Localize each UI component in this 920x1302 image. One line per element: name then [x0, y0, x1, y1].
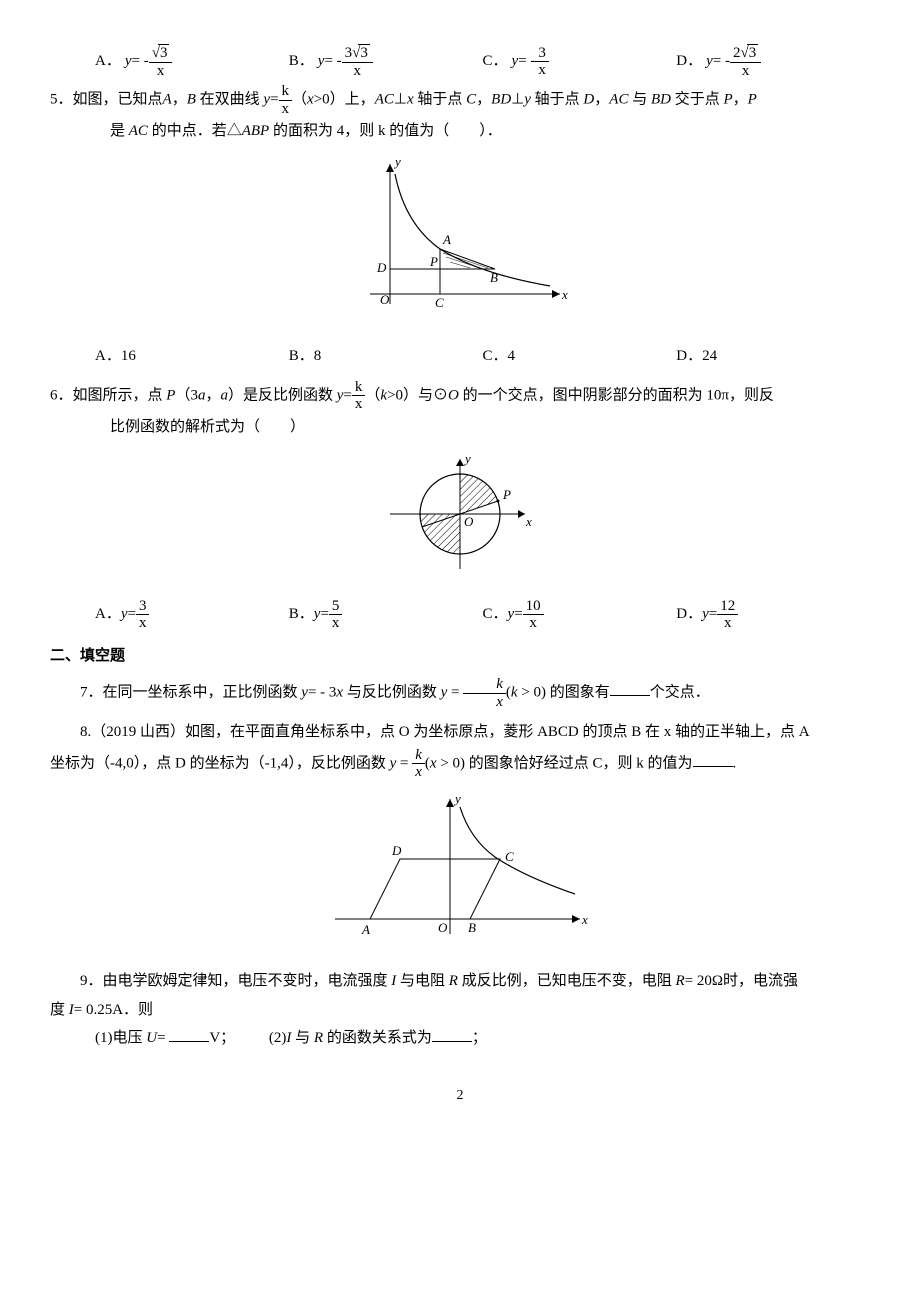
svg-text:y: y	[463, 451, 471, 466]
section-2-title: 二、填空题	[50, 642, 870, 671]
q8-line2: 坐标为（-4,0），点 D 的坐标为（-1,4），反比例函数 y = kx(x …	[50, 747, 870, 781]
q8-figure: O A B C D y x	[50, 789, 870, 960]
q7-blank[interactable]	[610, 680, 650, 696]
svg-text:B: B	[468, 920, 476, 935]
q4-option-a: A． y = - 3 x	[95, 44, 289, 79]
svg-text:C: C	[505, 849, 514, 864]
q5-option-c: C．4	[483, 342, 677, 371]
q5-option-d: D．24	[676, 342, 870, 371]
q9-parts: (1)电压 U= V； (2)I 与 R 的函数关系式为；	[50, 1024, 870, 1053]
q4-options: A． y = - 3 x B． y = - 33 x C． y = - 3 x …	[50, 44, 870, 79]
q9-line2: 度 I= 0.25A．则	[50, 996, 870, 1025]
svg-text:O: O	[380, 292, 390, 307]
q5-line1: 5．如图，已知点A，B 在双曲线 y=kx（x>0）上，AC⊥x 轴于点 C，B…	[50, 83, 870, 117]
svg-text:A: A	[361, 922, 370, 937]
page-number: 2	[50, 1083, 870, 1110]
q5-option-b: B．8	[289, 342, 483, 371]
svg-text:B: B	[490, 270, 498, 285]
q5-options: A．16 B．8 C．4 D．24	[50, 342, 870, 371]
option-label: B．	[289, 47, 314, 76]
svg-text:y: y	[453, 791, 461, 806]
q6-option-c: C．y=10x	[483, 598, 677, 632]
q6-option-d: D．y=12x	[676, 598, 870, 632]
q9-blank-1[interactable]	[169, 1026, 209, 1042]
q9-line1: 9．由电学欧姆定律知，电压不变时，电流强度 I 与电阻 R 成反比例，已知电压不…	[50, 967, 870, 996]
svg-text:x: x	[581, 912, 588, 927]
q5-line2: 是 AC 的中点．若△ABP 的面积为 4，则 k 的值为（ ）．	[50, 117, 870, 146]
q8-blank[interactable]	[693, 751, 733, 767]
q6-options: A．y=3x B．y=5x C．y=10x D．y=12x	[50, 598, 870, 632]
option-label: D．	[676, 47, 702, 76]
q9-blank-2[interactable]	[432, 1026, 472, 1042]
option-label: A．	[95, 47, 121, 76]
q7: 7．在同一坐标系中，正比例函数 y= - 3x 与反比例函数 y = kx(k …	[50, 676, 870, 710]
q6-figure: P O y x	[50, 449, 870, 590]
svg-text:x: x	[561, 287, 568, 302]
svg-text:D: D	[376, 260, 387, 275]
svg-text:y: y	[393, 154, 401, 169]
q5: 5．如图，已知点A，B 在双曲线 y=kx（x>0）上，AC⊥x 轴于点 C，B…	[50, 83, 870, 371]
svg-text:x: x	[525, 514, 532, 529]
q8-line1: 8.（2019 山西）如图，在平面直角坐标系中，点 O 为坐标原点，菱形 ABC…	[50, 718, 870, 747]
q6-line1: 6．如图所示，点 P（3a，a）是反比例函数 y=kx（k>0）与⊙O 的一个交…	[50, 379, 870, 413]
q5-figure: O C D P A B y x	[50, 154, 870, 335]
svg-text:A: A	[442, 232, 451, 247]
svg-text:P: P	[429, 254, 438, 269]
q6-option-a: A．y=3x	[95, 598, 289, 632]
q5-option-a: A．16	[95, 342, 289, 371]
svg-text:O: O	[464, 514, 474, 529]
q6: 6．如图所示，点 P（3a，a）是反比例函数 y=kx（k>0）与⊙O 的一个交…	[50, 379, 870, 632]
q4-option-c: C． y = - 3 x	[483, 44, 677, 79]
q4-option-d: D． y = - 23 x	[676, 44, 870, 79]
svg-text:P: P	[502, 487, 511, 502]
q6-option-b: B．y=5x	[289, 598, 483, 632]
q4-option-b: B． y = - 33 x	[289, 44, 483, 79]
svg-text:D: D	[391, 843, 402, 858]
q9: 9．由电学欧姆定律知，电压不变时，电流强度 I 与电阻 R 成反比例，已知电压不…	[50, 967, 870, 1053]
svg-text:O: O	[438, 920, 448, 935]
option-label: C．	[483, 47, 508, 76]
q6-line2: 比例函数的解析式为（ ）	[50, 413, 870, 442]
svg-text:C: C	[435, 295, 444, 310]
q8: 8.（2019 山西）如图，在平面直角坐标系中，点 O 为坐标原点，菱形 ABC…	[50, 718, 870, 959]
